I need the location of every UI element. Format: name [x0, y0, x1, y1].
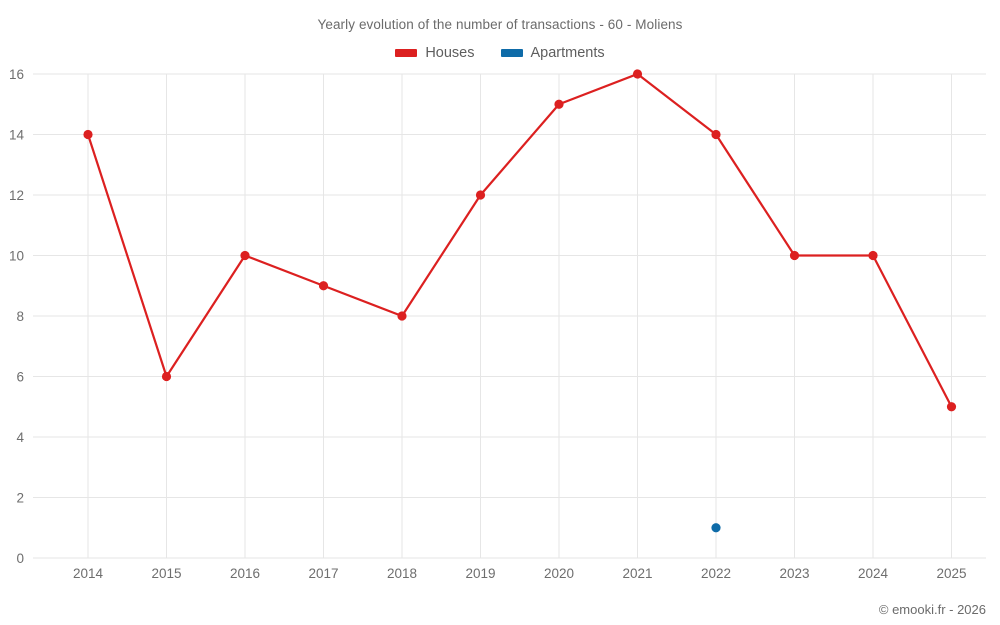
y-axis-tick-label: 14	[9, 128, 25, 143]
y-axis-tick-label: 6	[16, 370, 24, 385]
data-point-marker[interactable]	[868, 250, 878, 261]
x-axis-tick-label: 2015	[151, 566, 181, 581]
series-line	[86, 72, 953, 408]
data-point-marker[interactable]	[711, 129, 721, 140]
data-series-layer	[83, 69, 957, 533]
x-axis-tick-label: 2019	[465, 566, 495, 581]
x-axis-tick-label: 2018	[387, 566, 417, 581]
x-axis-tick-label: 2022	[701, 566, 731, 581]
x-axis-tick-label: 2020	[544, 566, 574, 581]
x-axis-tick-labels: 2014 2015 2016 2017 2018 2019 2020 2021 2022 2023…	[73, 566, 967, 581]
data-point-marker[interactable]	[554, 99, 564, 109]
data-point-marker[interactable]	[161, 371, 172, 382]
chart-legend: Houses Apartments	[0, 45, 1000, 61]
legend-swatch-icon-houses	[395, 49, 418, 57]
x-axis-tick-label: 2014	[73, 566, 104, 581]
y-axis-tick-labels: 0 2 4 6 8 10 12 14 16	[9, 67, 25, 566]
x-axis-tick-label: 2016	[230, 566, 260, 581]
x-axis-tick-label: 2024	[858, 566, 889, 581]
x-axis-tick-label: 2021	[622, 566, 652, 581]
data-point-marker[interactable]	[318, 281, 329, 291]
data-point-marker[interactable]	[789, 250, 800, 261]
legend-label-houses: Houses	[425, 45, 475, 61]
grid-lines	[33, 73, 986, 559]
y-axis-tick-label: 16	[9, 67, 24, 82]
data-point-marker[interactable]	[632, 69, 643, 79]
data-point-marker[interactable]	[946, 402, 957, 412]
legend-label-apartments: Apartments	[530, 45, 605, 61]
data-point-marker[interactable]	[475, 190, 486, 200]
legend-item-houses[interactable]: Houses	[395, 45, 475, 61]
x-axis-tick-label: 2025	[936, 566, 966, 581]
y-axis-tick-label: 12	[9, 188, 24, 203]
x-axis-tick-label: 2023	[779, 566, 809, 581]
y-axis-tick-label: 0	[16, 551, 24, 566]
page-title: Yearly evolution of the number of transa…	[317, 17, 683, 32]
y-axis-tick-label: 10	[9, 249, 24, 264]
y-axis-tick-label: 2	[16, 491, 24, 506]
footer-credit: © emooki.fr - 2026	[878, 602, 986, 617]
data-point-marker[interactable]	[711, 523, 721, 533]
x-axis-tick-label: 2017	[308, 566, 338, 581]
data-point-marker[interactable]	[397, 311, 407, 321]
series-apartments	[711, 523, 721, 533]
data-point-marker[interactable]	[83, 129, 93, 140]
y-axis-tick-label: 4	[16, 430, 24, 445]
data-point-marker[interactable]	[240, 250, 250, 261]
series-houses	[83, 69, 957, 412]
legend-swatch-icon-apartments	[500, 49, 523, 57]
legend-item-apartments[interactable]: Apartments	[500, 45, 605, 61]
y-axis-tick-label: 8	[16, 309, 24, 324]
